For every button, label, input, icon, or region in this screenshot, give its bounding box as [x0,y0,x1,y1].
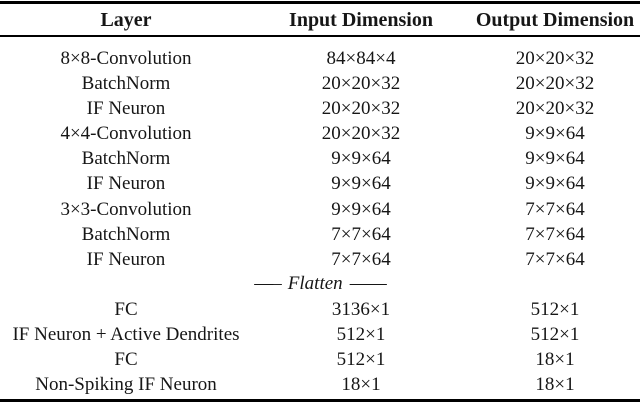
table-row: BatchNorm 20×20×32 20×20×32 [0,71,640,96]
layer-cell: 4×4-Convolution [60,123,192,145]
input-dimension-cell: 20×20×32 [321,98,401,120]
table-row: IF Neuron 9×9×64 9×9×64 [0,171,640,196]
output-dimension-cell: 7×7×64 [525,198,585,220]
table-row: 8×8-Convolution 84×84×4 20×20×32 [0,46,640,71]
divider-dash-left: —– [254,273,281,295]
table-row: IF Neuron 7×7×64 7×7×64 [0,247,640,272]
table-row: Non-Spiking IF Neuron 18×1 18×1 [0,372,640,397]
divider-dash-right: —— [349,273,387,295]
output-dimension-cell: 18×1 [535,349,575,371]
output-dimension-cell: 20×20×32 [515,48,595,69]
table-row: FC 3136×1 512×1 [0,297,640,322]
layer-cell: FC [114,298,138,320]
table-row: 3×3-Convolution 9×9×64 7×7×64 [0,197,640,222]
input-dimension-cell: 18×1 [341,374,381,396]
output-dimension-cell: 9×9×64 [525,173,585,195]
input-dimension-cell: 512×1 [336,349,386,371]
input-dimension-cell: 9×9×64 [331,173,391,195]
layer-cell: 3×3-Convolution [60,198,192,220]
input-dimension-cell: 7×7×64 [331,223,391,245]
layer-cell: IF Neuron [86,98,166,120]
output-dimension-cell: 18×1 [535,374,575,396]
input-dimension-cell: 3136×1 [331,298,391,320]
table-row: BatchNorm 9×9×64 9×9×64 [0,146,640,171]
input-dimension-cell: 84×84×4 [326,48,396,69]
output-dimension-cell: 9×9×64 [525,148,585,170]
table-row: BatchNorm 7×7×64 7×7×64 [0,222,640,247]
output-dimension-cell: 7×7×64 [525,248,585,270]
table-body: 8×8-Convolution 84×84×4 20×20×32 BatchNorm 2… [0,37,640,397]
input-dimension-cell: 7×7×64 [331,248,391,270]
layer-cell: IF Neuron [86,173,166,195]
output-dimension-cell: 7×7×64 [525,223,585,245]
layer-cell: IF Neuron [86,248,166,270]
divider-label: Flatten [287,273,343,295]
table-row: IF Neuron 20×20×32 20×20×32 [0,96,640,121]
output-dimension-cell: 512×1 [530,324,580,346]
layer-cell: 8×8-Convolution [60,48,192,69]
table-row: FC 512×1 18×1 [0,347,640,372]
table-row: 4×4-Convolution 20×20×32 9×9×64 [0,121,640,146]
column-header-output-dimension: Output Dimension [475,9,635,31]
output-dimension-cell: 512×1 [530,298,580,320]
output-dimension-cell: 20×20×32 [515,73,595,95]
input-dimension-cell: 20×20×32 [321,73,401,95]
table-top-rule [0,1,640,4]
input-dimension-cell: 9×9×64 [331,198,391,220]
layer-cell: IF Neuron + Active Dendrites [12,324,240,346]
input-dimension-cell: 512×1 [336,324,386,346]
input-dimension-cell: 20×20×32 [321,123,401,145]
table-header-row: Layer Input Dimension Output Dimension [0,4,640,35]
table-header-rule [0,35,640,37]
table-row: IF Neuron + Active Dendrites 512×1 512×1 [0,322,640,347]
input-dimension-cell: 9×9×64 [331,148,391,170]
output-dimension-cell: 20×20×32 [515,98,595,120]
layer-cell: Non-Spiking IF Neuron [35,374,217,396]
layer-cell: BatchNorm [81,223,171,245]
column-header-layer: Layer [100,9,152,31]
table-bottom-rule [0,399,640,402]
layer-cell: BatchNorm [81,73,171,95]
column-header-input-dimension: Input Dimension [289,9,433,31]
layer-cell: BatchNorm [81,148,171,170]
output-dimension-cell: 9×9×64 [525,123,585,145]
layer-cell: FC [114,349,138,371]
flatten-divider-row: —– Flatten —— [0,272,640,297]
